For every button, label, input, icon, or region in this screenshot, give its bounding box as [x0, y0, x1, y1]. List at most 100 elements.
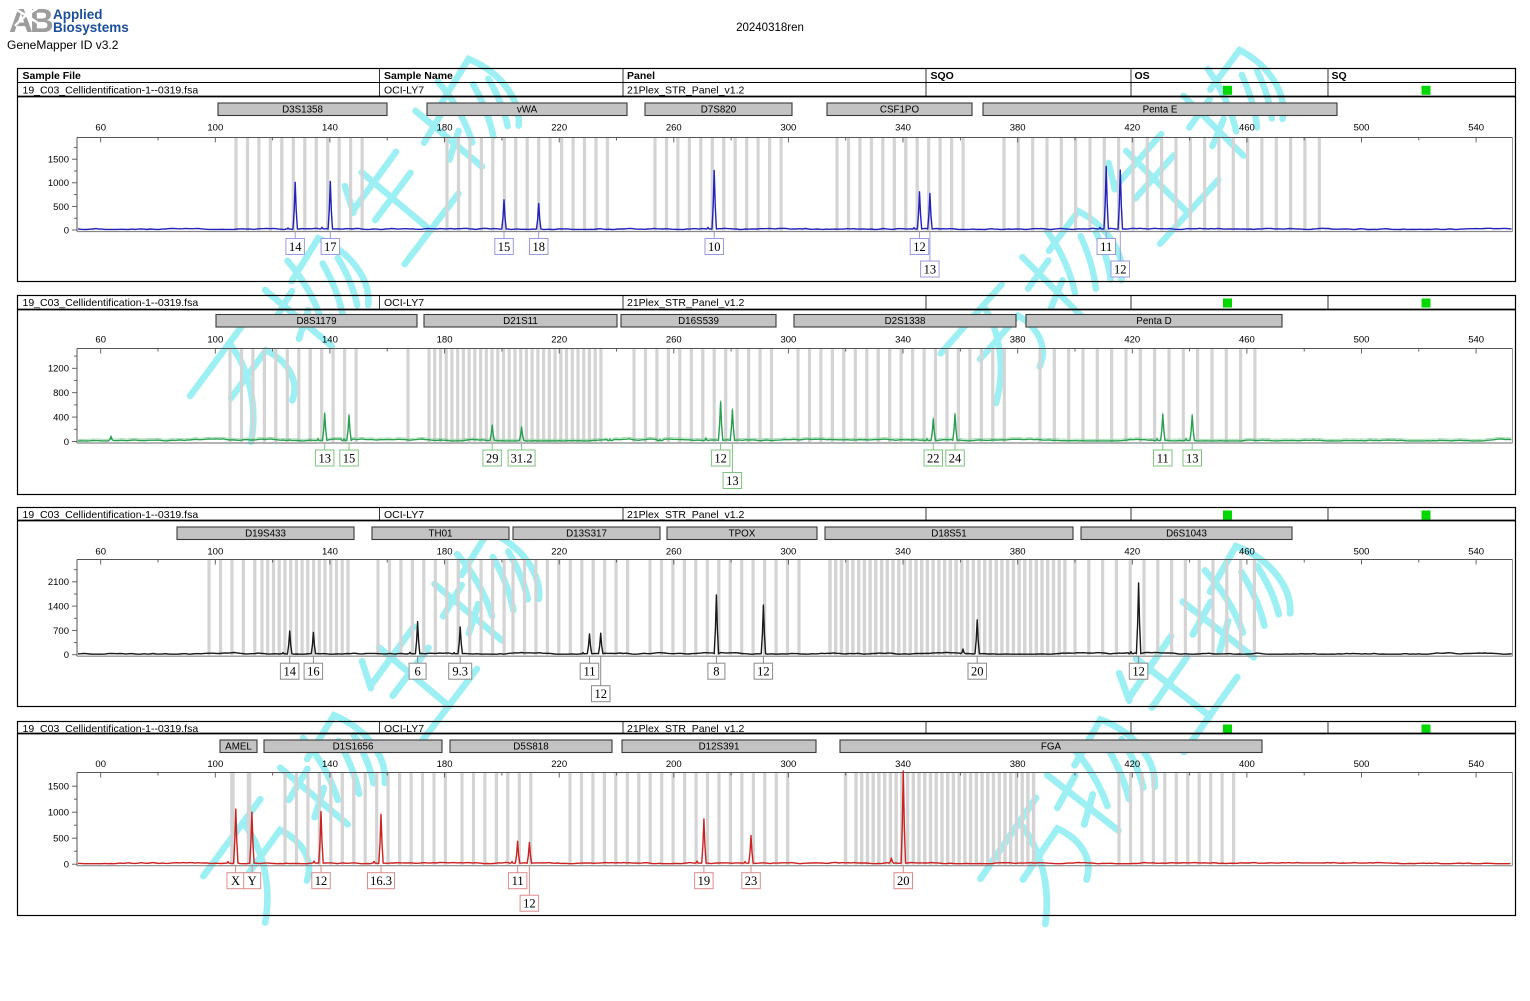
svg-text:540: 540 — [1468, 123, 1484, 134]
svg-text:AB: AB — [9, 2, 53, 39]
svg-text:60: 60 — [95, 123, 106, 134]
svg-text:D6S1043: D6S1043 — [1166, 529, 1207, 540]
svg-text:19_C03_Cellidentification-1--0: 19_C03_Cellidentification-1--0319.fsa — [23, 84, 199, 96]
svg-text:19_C03_Cellidentification-1--0: 19_C03_Cellidentification-1--0319.fsa — [23, 509, 199, 521]
svg-text:AMEL: AMEL — [225, 742, 252, 753]
svg-text:Y: Y — [248, 874, 257, 888]
svg-text:0: 0 — [64, 860, 69, 871]
svg-text:700: 700 — [53, 626, 69, 637]
svg-text:420: 420 — [1124, 547, 1140, 558]
svg-text:260: 260 — [666, 123, 682, 134]
svg-text:16.3: 16.3 — [370, 874, 392, 888]
svg-text:24: 24 — [949, 452, 962, 466]
svg-text:400: 400 — [53, 413, 69, 424]
svg-text:8: 8 — [713, 665, 719, 679]
svg-text:11: 11 — [583, 665, 595, 679]
svg-text:22: 22 — [927, 452, 940, 466]
svg-text:12: 12 — [315, 874, 328, 888]
svg-text:1400: 1400 — [48, 602, 69, 613]
svg-text:12: 12 — [913, 240, 926, 254]
svg-text:220: 220 — [551, 759, 567, 770]
svg-text:13: 13 — [924, 263, 937, 277]
svg-text:12: 12 — [594, 687, 607, 701]
svg-text:X: X — [231, 874, 240, 888]
svg-text:12: 12 — [1132, 665, 1145, 679]
svg-text:D21S11: D21S11 — [503, 316, 538, 327]
svg-text:140: 140 — [322, 123, 338, 134]
svg-text:420: 420 — [1124, 123, 1140, 134]
svg-text:12: 12 — [523, 897, 536, 911]
svg-text:180: 180 — [437, 759, 453, 770]
svg-text:CSF1PO: CSF1PO — [880, 105, 920, 116]
svg-text:13: 13 — [726, 474, 739, 488]
svg-text:OS: OS — [1135, 70, 1150, 82]
svg-text:00: 00 — [95, 759, 106, 770]
svg-text:100: 100 — [207, 335, 223, 346]
svg-text:500: 500 — [1354, 335, 1370, 346]
svg-text:20: 20 — [897, 874, 910, 888]
svg-text:Sample Name: Sample Name — [384, 70, 453, 82]
svg-text:180: 180 — [437, 547, 453, 558]
svg-text:D7S820: D7S820 — [701, 105, 737, 116]
svg-text:18: 18 — [532, 240, 545, 254]
svg-text:11: 11 — [512, 874, 524, 888]
svg-text:D1S1656: D1S1656 — [333, 742, 374, 753]
svg-text:500: 500 — [1354, 547, 1370, 558]
svg-text:21Plex_STR_Panel_v1.2: 21Plex_STR_Panel_v1.2 — [627, 509, 744, 521]
svg-text:340: 340 — [895, 123, 911, 134]
svg-text:6: 6 — [414, 665, 420, 679]
svg-text:21Plex_STR_Panel_v1.2: 21Plex_STR_Panel_v1.2 — [627, 297, 744, 309]
svg-text:500: 500 — [1354, 123, 1370, 134]
svg-text:21Plex_STR_Panel_v1.2: 21Plex_STR_Panel_v1.2 — [627, 723, 744, 735]
svg-text:9.3: 9.3 — [452, 665, 468, 679]
svg-text:20: 20 — [971, 665, 984, 679]
svg-text:300: 300 — [780, 335, 796, 346]
svg-text:TPOX: TPOX — [729, 529, 756, 540]
svg-text:500: 500 — [1354, 759, 1370, 770]
svg-text:500: 500 — [53, 834, 69, 845]
svg-text:vWA: vWA — [517, 105, 538, 116]
svg-text:1200: 1200 — [48, 364, 69, 375]
svg-text:Panel: Panel — [627, 70, 655, 82]
svg-text:31.2: 31.2 — [511, 452, 533, 466]
svg-text:400: 400 — [1239, 759, 1255, 770]
svg-text:340: 340 — [895, 547, 911, 558]
svg-text:17: 17 — [324, 240, 337, 254]
svg-text:260: 260 — [666, 335, 682, 346]
svg-text:540: 540 — [1468, 547, 1484, 558]
svg-text:16: 16 — [307, 665, 320, 679]
svg-text:D19S433: D19S433 — [245, 529, 286, 540]
svg-text:23: 23 — [745, 874, 758, 888]
svg-text:1500: 1500 — [48, 782, 69, 793]
svg-text:220: 220 — [551, 335, 567, 346]
svg-text:460: 460 — [1239, 335, 1255, 346]
svg-text:380: 380 — [1010, 547, 1026, 558]
svg-text:OCI-LY7: OCI-LY7 — [384, 84, 424, 96]
svg-text:460: 460 — [1239, 547, 1255, 558]
svg-text:380: 380 — [1010, 335, 1026, 346]
svg-text:Biosystems: Biosystems — [53, 20, 129, 35]
svg-text:12: 12 — [1114, 263, 1127, 277]
svg-text:300: 300 — [780, 123, 796, 134]
svg-text:12: 12 — [757, 665, 770, 679]
svg-text:D3S1358: D3S1358 — [282, 105, 323, 116]
svg-text:OCI-LY7: OCI-LY7 — [384, 723, 424, 735]
svg-text:180: 180 — [437, 335, 453, 346]
svg-text:13: 13 — [1186, 452, 1199, 466]
svg-text:460: 460 — [1239, 123, 1255, 134]
svg-text:OCI-LY7: OCI-LY7 — [384, 297, 424, 309]
svg-text:300: 300 — [780, 759, 796, 770]
svg-text:2100: 2100 — [48, 577, 69, 588]
svg-text:300: 300 — [780, 547, 796, 558]
svg-text:11: 11 — [1100, 240, 1112, 254]
svg-text:14: 14 — [289, 240, 302, 254]
svg-text:1500: 1500 — [48, 155, 69, 166]
svg-text:Penta E: Penta E — [1143, 105, 1178, 116]
svg-text:60: 60 — [95, 547, 106, 558]
svg-text:380: 380 — [1010, 123, 1026, 134]
svg-text:OCI-LY7: OCI-LY7 — [384, 509, 424, 521]
svg-text:1000: 1000 — [48, 178, 69, 189]
svg-text:260: 260 — [666, 547, 682, 558]
svg-text:SQ: SQ — [1332, 70, 1347, 82]
svg-text:15: 15 — [498, 240, 511, 254]
